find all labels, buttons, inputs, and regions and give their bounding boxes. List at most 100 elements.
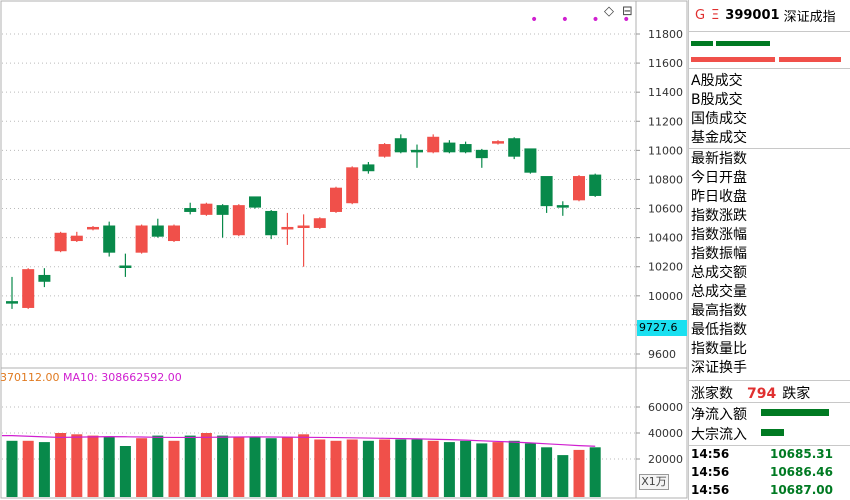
candle-body	[232, 205, 245, 236]
candle-body	[38, 274, 51, 282]
volume-ratio-label: 指数量比	[691, 341, 747, 357]
net-inflow-bar	[761, 409, 829, 416]
volume-bar	[217, 435, 229, 497]
volume-bar	[330, 440, 342, 497]
volume-bar	[265, 438, 277, 497]
candle-body	[556, 205, 569, 208]
candle-body	[573, 176, 585, 201]
volume-bar	[395, 439, 407, 497]
volume-bar	[298, 434, 310, 497]
volume-bar	[38, 442, 50, 497]
ratio-bar-red-a	[691, 57, 775, 62]
turnover-rate-label: 深证换手	[691, 360, 747, 376]
volume-bar	[346, 439, 358, 497]
ratio-bar-green-b	[716, 41, 770, 46]
candle-body	[265, 210, 278, 236]
volume-bar	[136, 438, 148, 497]
tick-time: 14:56	[691, 483, 730, 497]
volume-bar	[119, 446, 131, 497]
menu-icon[interactable]: Ξ	[711, 7, 720, 23]
candle-body	[184, 208, 197, 212]
candle-body	[362, 164, 375, 172]
lowest-index-label: 最低指数	[691, 322, 747, 338]
tick-row: 14:56 10687.00	[691, 483, 849, 500]
a-share-volume-label: A股成交	[691, 73, 743, 89]
volume-bar	[22, 440, 34, 497]
candle-body	[443, 142, 456, 153]
candle-body	[346, 167, 359, 204]
volume-bar	[427, 440, 439, 497]
divider	[689, 148, 850, 149]
volume-bar	[6, 440, 18, 497]
tick-price: 10687.00	[769, 483, 833, 497]
vol-tick-label: 20000	[648, 453, 683, 466]
unit-button[interactable]: X1万	[639, 474, 669, 490]
y-tick-label: 10400	[648, 232, 683, 245]
advance-count: 794	[747, 386, 777, 402]
index-change-label: 指数涨跌	[691, 208, 747, 224]
y-tick-label: 11600	[648, 57, 683, 70]
tick-price: 10686.46	[769, 465, 833, 479]
volume-bar	[87, 435, 99, 497]
current-price-tag: 9727.6	[637, 320, 687, 336]
divider	[689, 380, 850, 381]
volume-bar	[168, 440, 180, 497]
ratio-bar-red-b	[779, 57, 841, 62]
latest-index-label: 最新指数	[691, 151, 747, 167]
volume-bar	[249, 436, 261, 497]
tick-price: 10685.31	[769, 447, 833, 461]
volume-bar	[541, 447, 553, 497]
volume-bar	[55, 433, 67, 497]
volume-bar	[589, 447, 601, 497]
candle-body	[249, 196, 261, 208]
bond-volume-label: 国债成交	[691, 111, 747, 127]
y-tick-label: 10000	[648, 290, 683, 303]
candle-body	[168, 225, 180, 242]
y-tick-label: 10200	[648, 261, 683, 274]
volume-bar	[476, 443, 488, 497]
divider	[689, 31, 850, 32]
candle-body	[281, 226, 294, 230]
index-name: 深证成指	[783, 9, 836, 25]
tick-row: 14:56 10686.46	[691, 465, 849, 482]
y-tick-label: 11000	[648, 144, 683, 157]
prev-close-label: 昨日收盘	[691, 189, 747, 205]
candle-body	[427, 136, 440, 153]
index-stats-list: 最新指数 今日开盘 昨日收盘 指数涨跌 指数涨幅 指数振幅 总成交额 总成交量 …	[691, 150, 747, 378]
volume-bar	[492, 442, 504, 497]
index-amplitude-label: 指数振幅	[691, 246, 747, 262]
candle-body	[330, 187, 342, 212]
candle-body	[22, 269, 35, 308]
marker-dots: • • • •	[530, 12, 640, 28]
ratio-bar-green-a	[691, 41, 713, 46]
kline-chart[interactable]: 11800 11600 11400 11200 11000 10800 10600 10400…	[0, 0, 688, 500]
candle-body	[394, 138, 407, 153]
candle-body	[540, 176, 553, 207]
volume-bar	[460, 440, 472, 497]
net-inflow-label: 净流入额	[691, 407, 747, 423]
volume-bar	[281, 436, 293, 497]
candle-body	[216, 205, 229, 215]
index-code: 399001	[725, 7, 780, 23]
volume-bar	[573, 449, 585, 497]
volume-bar	[152, 435, 164, 497]
candle-body	[87, 226, 99, 230]
total-turnover-label: 总成交额	[691, 265, 747, 281]
group-icon[interactable]: G	[695, 7, 706, 23]
volume-bar	[200, 433, 212, 497]
divider	[689, 402, 850, 403]
candle-body	[297, 225, 310, 228]
candle-body	[411, 149, 423, 153]
ma10-label: MA10: 308662592.00	[63, 371, 182, 384]
kline-chart-panel[interactable]: 11800 11600 11400 11200 11000 10800 10600 10400…	[0, 0, 688, 500]
divider	[689, 68, 850, 69]
panel-toggle-icon[interactable]: ⊟	[622, 4, 633, 19]
diamond-icon[interactable]: ◇	[604, 4, 614, 19]
volume-bar	[362, 440, 374, 497]
candle-body	[313, 218, 326, 228]
indicator-left-value: 370112.00	[0, 371, 60, 384]
volume-bar	[103, 436, 115, 497]
advance-decline-row: 涨家数 794 跌家	[691, 383, 850, 403]
tick-time: 14:56	[691, 465, 730, 479]
index-change-pct-label: 指数涨幅	[691, 227, 747, 243]
